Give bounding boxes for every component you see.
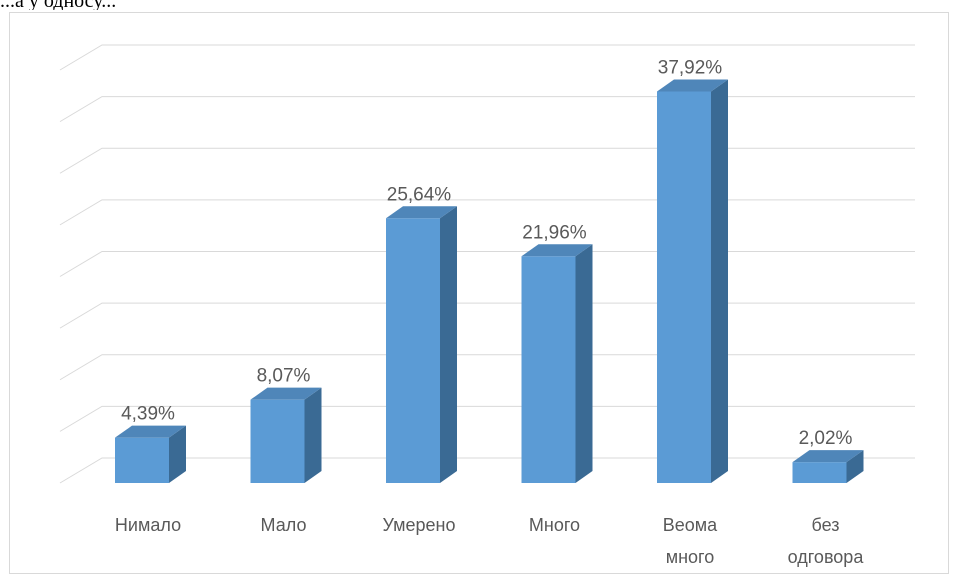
category-label-0: Нимало bbox=[115, 515, 181, 535]
bar-side-4 bbox=[711, 79, 728, 483]
data-label-1: 8,07% bbox=[257, 366, 311, 387]
bar-5 bbox=[792, 450, 864, 483]
data-label-2: 25,64% bbox=[387, 184, 452, 205]
bar-4 bbox=[657, 79, 728, 483]
bar-side-0 bbox=[169, 425, 186, 483]
data-labels: 4,39% 8,07% 25,64% 21,96% 37,92% 2,02% bbox=[121, 57, 852, 449]
bar-top-0 bbox=[115, 425, 186, 438]
bar-top-3 bbox=[521, 244, 593, 257]
data-label-3: 21,96% bbox=[522, 222, 587, 243]
bar-side-1 bbox=[304, 387, 322, 483]
bar-top-2 bbox=[386, 206, 457, 219]
data-label-4: 37,92% bbox=[658, 57, 723, 78]
gridline-1 bbox=[59, 405, 915, 432]
bar-front-3 bbox=[521, 256, 576, 483]
bar-front-4 bbox=[657, 91, 711, 483]
bars bbox=[115, 79, 864, 483]
gridline-6 bbox=[59, 147, 915, 174]
gridline-2 bbox=[59, 354, 915, 381]
data-label-0: 4,39% bbox=[121, 404, 175, 425]
data-label-5: 2,02% bbox=[799, 428, 853, 449]
bar-side-3 bbox=[575, 244, 593, 483]
bar-front-5 bbox=[792, 462, 847, 483]
category-label-5: без одговора bbox=[788, 515, 865, 567]
header-text-fragment: ...а у односу... bbox=[0, 0, 960, 10]
gridlines bbox=[59, 44, 915, 484]
gridline-5 bbox=[59, 199, 915, 226]
bar-3 bbox=[521, 244, 593, 483]
category-label-2: Умерено bbox=[383, 515, 456, 535]
bar-top-1 bbox=[250, 387, 322, 400]
gridline-8 bbox=[59, 44, 915, 71]
bar-side-5 bbox=[846, 450, 864, 483]
gridline-7 bbox=[59, 96, 915, 123]
category-label-4: Веома много bbox=[663, 515, 718, 567]
bar-2 bbox=[386, 206, 457, 483]
gridline-3 bbox=[59, 302, 915, 329]
bar-side-2 bbox=[440, 206, 457, 483]
bar-1 bbox=[250, 387, 322, 483]
bar-front-1 bbox=[250, 399, 305, 483]
gridline-0 bbox=[59, 457, 915, 484]
category-label-1: Мало bbox=[261, 515, 307, 535]
category-label-3: Много bbox=[529, 515, 580, 535]
bar-front-0 bbox=[115, 437, 169, 483]
bar-top-4 bbox=[657, 79, 728, 92]
bar-top-5 bbox=[792, 450, 864, 463]
category-labels: Нимало Мало Умерено Много Веома много без одгов… bbox=[115, 515, 864, 567]
bar-0 bbox=[115, 425, 186, 483]
bar-front-2 bbox=[386, 218, 440, 483]
gridline-4 bbox=[59, 251, 915, 277]
